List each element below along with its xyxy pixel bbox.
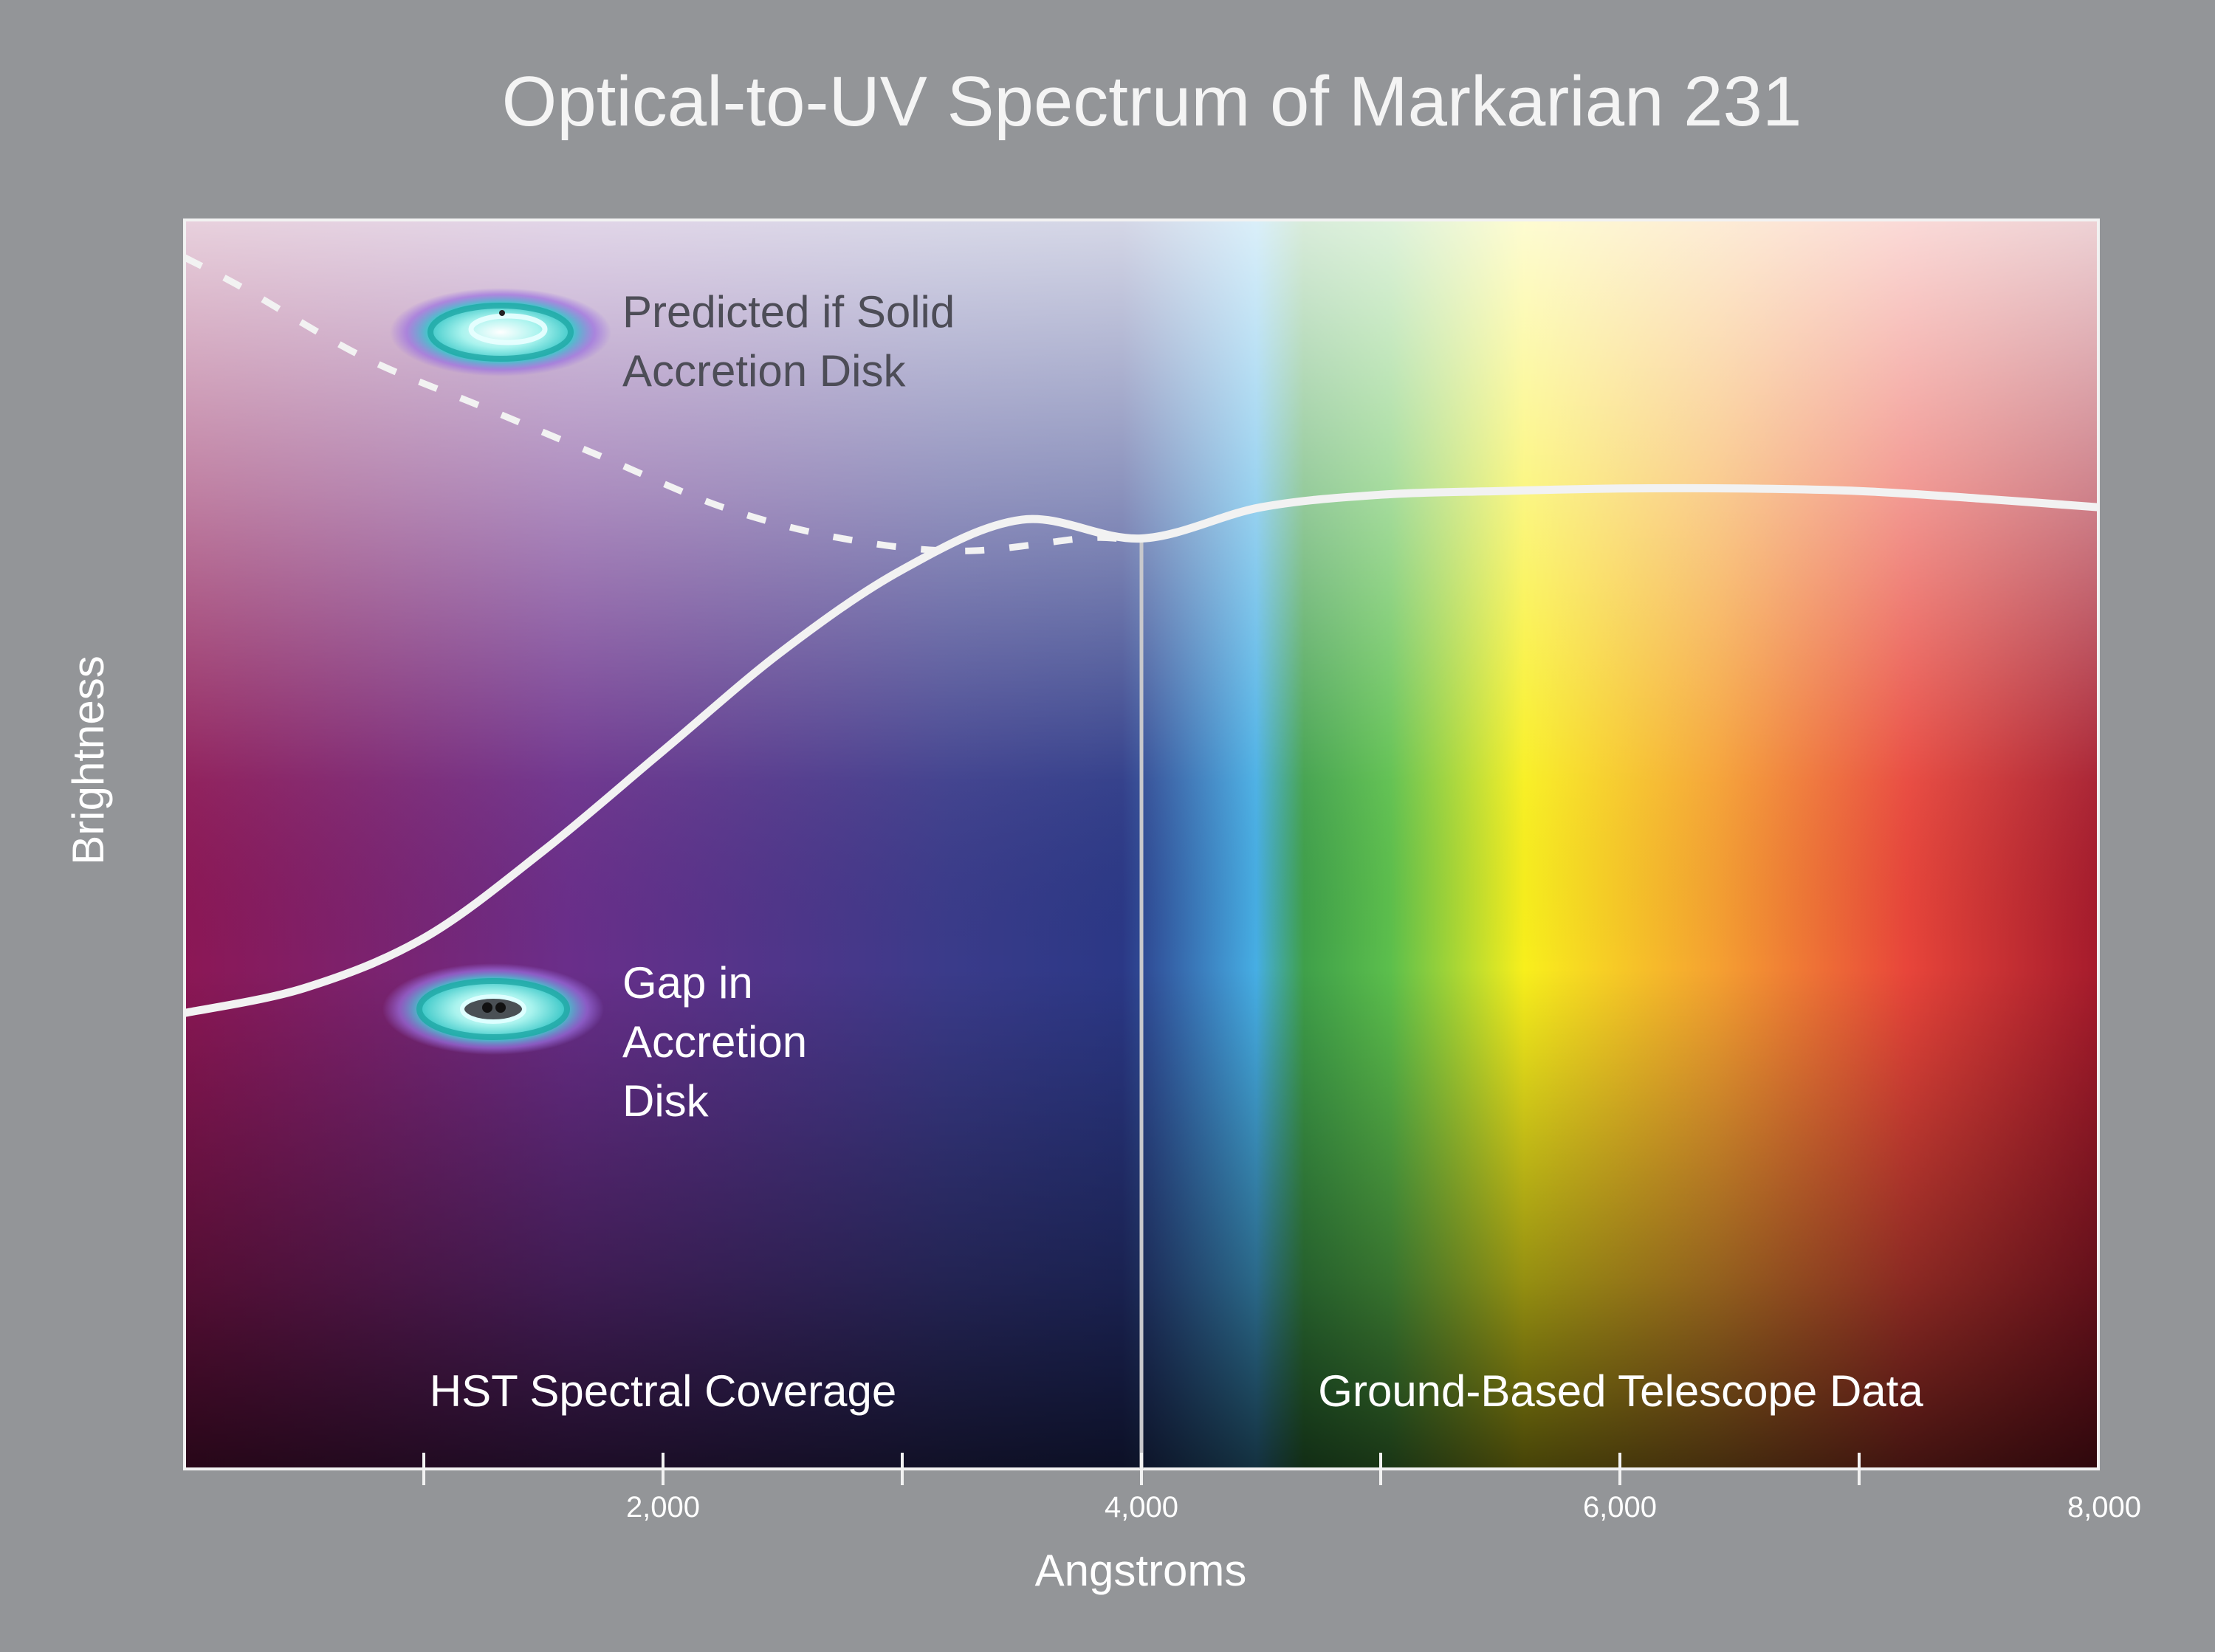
x-tick-label: 4,000 xyxy=(1105,1491,1178,1524)
series-layer xyxy=(182,254,2099,1017)
annotation-gap-disk-line-2: Accretion xyxy=(622,1017,807,1067)
x-axis-label: Angstroms xyxy=(1035,1546,1247,1595)
x-axis-ticks: 2,000 4,000 6,000 8,000 xyxy=(422,1453,2141,1524)
annotation-gap-disk: Gap in Accretion Disk xyxy=(622,958,820,1126)
chart-title: Optical-to-UV Spectrum of Markarian 231 xyxy=(502,62,1802,141)
annotation-solid-disk-line-1: Predicted if Solid xyxy=(622,287,955,337)
x-tick-label: 6,000 xyxy=(1583,1491,1657,1524)
y-axis-label: Brightness xyxy=(63,655,113,864)
region-label-hst: HST Spectral Coverage xyxy=(430,1366,897,1416)
annotation-solid-disk-line-2: Accretion Disk xyxy=(622,346,906,396)
series-line-predicted-solid-disk xyxy=(182,254,1118,554)
x-tick-label: 2,000 xyxy=(626,1491,700,1524)
annotation-gap-disk-line-1: Gap in xyxy=(622,958,753,1008)
solid-accretion-disk-icon xyxy=(390,288,611,376)
annotation-gap-disk-line-3: Disk xyxy=(622,1076,710,1126)
gap-accretion-disk-icon xyxy=(382,963,604,1055)
region-label-ground: Ground-Based Telescope Data xyxy=(1318,1366,1923,1416)
x-tick-label: 8,000 xyxy=(2067,1491,2141,1524)
annotation-solid-disk: Predicted if Solid Accretion Disk xyxy=(622,287,967,396)
